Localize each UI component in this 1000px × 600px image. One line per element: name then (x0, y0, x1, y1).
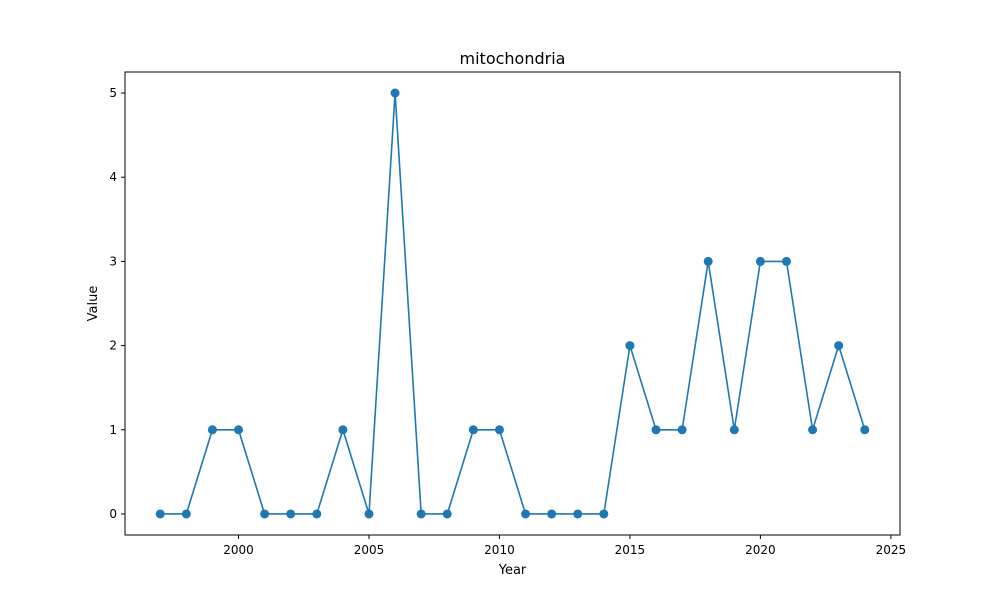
data-point (468, 425, 478, 435)
y-axis: 0 1 2 3 4 5 (109, 86, 125, 521)
data-point (390, 88, 400, 98)
data-point (547, 509, 557, 519)
data-point (521, 509, 531, 519)
y-tick-label: 0 (109, 507, 117, 521)
axes-frame (124, 71, 901, 536)
data-point (260, 509, 270, 519)
data-point (181, 509, 191, 519)
x-axis: 2000 2005 2010 2015 2020 2025 (223, 535, 906, 557)
x-tick-label: 2025 (876, 543, 907, 557)
data-point (494, 425, 504, 435)
y-tick-label: 4 (109, 170, 117, 184)
x-tick-label: 2005 (354, 543, 385, 557)
plot-area (124, 71, 901, 536)
data-point (781, 256, 791, 266)
data-point (234, 425, 244, 435)
y-tick-label: 3 (109, 254, 117, 268)
x-axis-label: Year (498, 563, 527, 578)
data-point (207, 425, 217, 435)
data-point (573, 509, 583, 519)
data-point (677, 425, 687, 435)
series-layer (155, 88, 870, 519)
data-point (155, 509, 165, 519)
data-point (651, 425, 661, 435)
data-point (442, 509, 452, 519)
data-point (364, 509, 374, 519)
data-point (755, 256, 765, 266)
x-tick-label: 2020 (745, 543, 776, 557)
data-point (338, 425, 348, 435)
data-point (416, 509, 426, 519)
data-point (286, 509, 296, 519)
data-point (599, 509, 609, 519)
y-axis-label: Value (86, 286, 101, 322)
data-point (808, 425, 818, 435)
y-tick-label: 1 (109, 423, 117, 437)
data-point (834, 341, 844, 351)
chart-title: mitochondria (460, 49, 566, 68)
series-line (160, 92, 866, 515)
y-tick-label: 2 (109, 339, 117, 353)
x-tick-label: 2000 (223, 543, 254, 557)
x-tick-label: 2015 (615, 543, 646, 557)
data-point (703, 256, 713, 266)
data-point (625, 341, 635, 351)
data-point (729, 425, 739, 435)
data-point (860, 425, 870, 435)
x-tick-label: 2010 (484, 543, 515, 557)
y-tick-label: 5 (109, 86, 117, 100)
data-point (312, 509, 322, 519)
